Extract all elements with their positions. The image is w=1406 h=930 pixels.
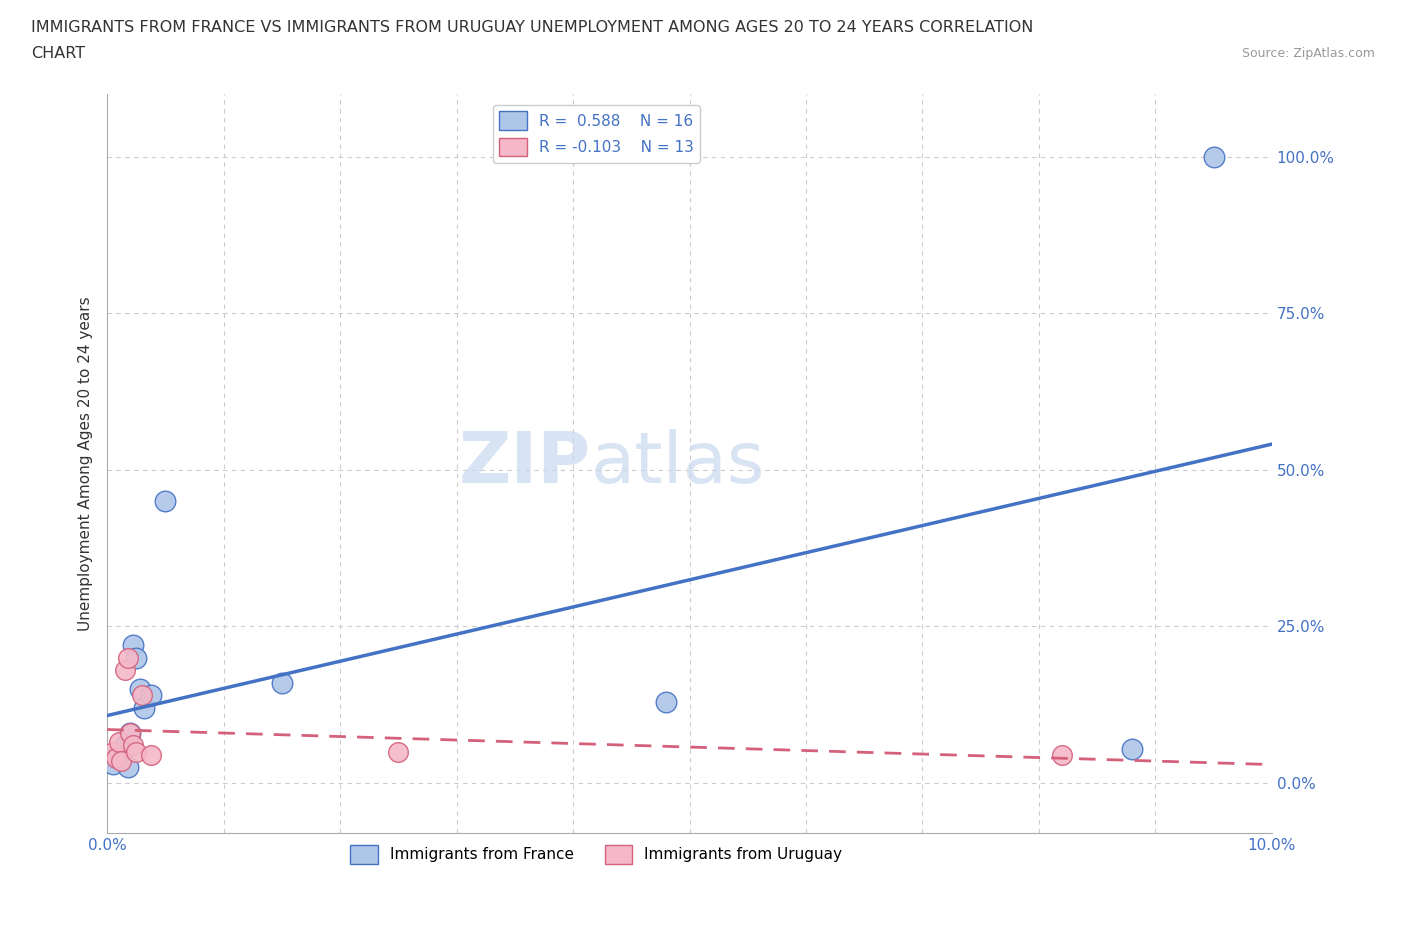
- Point: [121, 738, 143, 753]
- Point: [117, 760, 139, 775]
- Point: [655, 694, 678, 709]
- Point: [114, 663, 136, 678]
- Point: [1121, 741, 1143, 756]
- Point: [121, 638, 143, 653]
- Point: [107, 735, 129, 750]
- Point: [141, 748, 163, 763]
- Point: [120, 725, 142, 740]
- Point: [105, 751, 128, 765]
- Point: [110, 753, 132, 768]
- Text: CHART: CHART: [31, 46, 84, 61]
- Point: [117, 650, 139, 665]
- Point: [107, 744, 129, 759]
- Point: [131, 688, 153, 703]
- Point: [114, 738, 136, 753]
- Point: [155, 494, 177, 509]
- Point: [101, 744, 124, 759]
- Point: [134, 700, 156, 715]
- Y-axis label: Unemployment Among Ages 20 to 24 years: Unemployment Among Ages 20 to 24 years: [79, 297, 93, 631]
- Text: ZIP: ZIP: [458, 429, 591, 498]
- Point: [1052, 748, 1074, 763]
- Text: IMMIGRANTS FROM FRANCE VS IMMIGRANTS FROM URUGUAY UNEMPLOYMENT AMONG AGES 20 TO : IMMIGRANTS FROM FRANCE VS IMMIGRANTS FRO…: [31, 20, 1033, 35]
- Point: [128, 682, 150, 697]
- Text: atlas: atlas: [591, 429, 765, 498]
- Point: [1202, 149, 1225, 164]
- Point: [120, 725, 142, 740]
- Point: [125, 744, 148, 759]
- Point: [387, 744, 409, 759]
- Text: Source: ZipAtlas.com: Source: ZipAtlas.com: [1241, 46, 1375, 60]
- Point: [141, 688, 163, 703]
- Point: [101, 757, 124, 772]
- Point: [125, 650, 148, 665]
- Point: [270, 675, 292, 690]
- Point: [110, 751, 132, 765]
- Legend: Immigrants from France, Immigrants from Uruguay: Immigrants from France, Immigrants from …: [344, 839, 848, 870]
